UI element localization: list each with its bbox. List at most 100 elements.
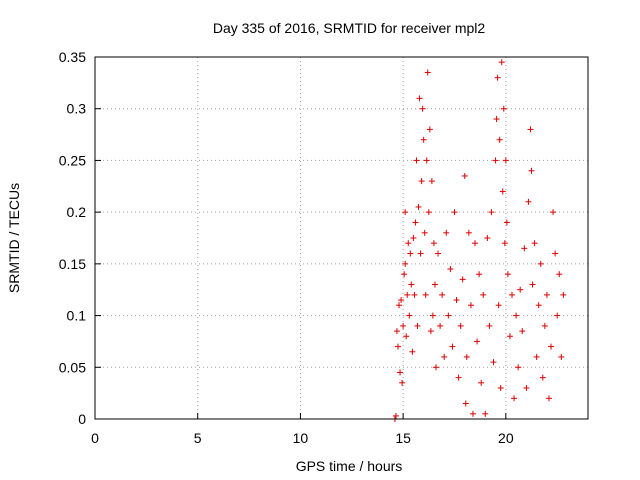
data-point xyxy=(499,188,506,195)
data-point xyxy=(412,219,419,226)
data-point xyxy=(431,281,438,288)
data-point xyxy=(511,395,518,402)
data-point xyxy=(513,312,520,319)
data-point xyxy=(408,281,415,288)
data-point xyxy=(529,281,536,288)
data-point xyxy=(394,343,401,350)
data-point xyxy=(495,302,502,309)
data-point xyxy=(474,338,481,345)
data-point xyxy=(405,240,412,247)
data-point xyxy=(508,291,515,298)
data-point xyxy=(414,322,421,329)
y-tick-label: 0 xyxy=(78,411,86,427)
data-point xyxy=(548,343,555,350)
data-point xyxy=(406,312,413,319)
data-point xyxy=(413,157,420,164)
data-point xyxy=(429,312,436,319)
data-point xyxy=(402,209,409,216)
data-point xyxy=(486,322,493,329)
data-point xyxy=(420,136,427,143)
data-point xyxy=(451,209,458,216)
data-point xyxy=(500,105,507,112)
data-point xyxy=(402,260,409,267)
data-point xyxy=(421,229,428,236)
y-tick-label: 0.1 xyxy=(67,308,87,324)
x-tick-label: 20 xyxy=(498,430,514,446)
data-point xyxy=(457,322,464,329)
data-point xyxy=(393,328,400,335)
data-point xyxy=(523,384,530,391)
x-tick-label: 5 xyxy=(194,430,202,446)
data-point xyxy=(482,410,489,417)
data-point xyxy=(449,343,456,350)
data-point xyxy=(504,271,511,278)
data-point xyxy=(490,359,497,366)
data-point xyxy=(417,250,424,257)
data-point xyxy=(503,219,510,226)
data-points xyxy=(391,59,567,422)
data-point xyxy=(396,302,403,309)
data-point xyxy=(407,250,414,257)
data-point xyxy=(445,312,452,319)
data-point xyxy=(399,379,406,386)
data-point xyxy=(558,353,565,360)
data-point xyxy=(441,353,448,360)
y-tick-label: 0.05 xyxy=(59,359,86,375)
plot-frame xyxy=(94,56,589,420)
data-point xyxy=(403,333,410,340)
data-point xyxy=(401,271,408,278)
y-tick-label: 0.15 xyxy=(59,256,86,272)
x-tick-label: 15 xyxy=(395,430,411,446)
data-point xyxy=(455,374,462,381)
data-point xyxy=(496,136,503,143)
data-point xyxy=(476,271,483,278)
data-point xyxy=(409,348,416,355)
data-point xyxy=(415,203,422,210)
data-point xyxy=(435,250,442,257)
data-point xyxy=(533,353,540,360)
data-point xyxy=(437,322,444,329)
grid-lines xyxy=(95,57,588,419)
data-point xyxy=(506,333,513,340)
data-point xyxy=(416,95,423,102)
data-point xyxy=(461,172,468,179)
data-point xyxy=(556,271,563,278)
data-point xyxy=(425,209,432,216)
data-point xyxy=(447,266,454,273)
x-tick-label: 10 xyxy=(293,430,309,446)
data-point xyxy=(498,59,505,66)
data-point xyxy=(502,157,509,164)
y-axis-title: SRMTID / TECUs xyxy=(6,183,22,293)
data-point xyxy=(411,291,418,298)
data-point xyxy=(519,328,526,335)
data-point xyxy=(423,157,430,164)
axis-ticks: 0 5 10 15 20 0 0.05 0.1 0.15 0.2 0.25 0.3 0.35 xyxy=(59,49,514,446)
data-point xyxy=(480,291,487,298)
data-point xyxy=(398,297,405,304)
data-point xyxy=(515,364,522,371)
data-point xyxy=(492,157,499,164)
data-point xyxy=(535,302,542,309)
data-point xyxy=(463,353,470,360)
data-point xyxy=(400,322,407,329)
data-point xyxy=(419,105,426,112)
data-point xyxy=(521,245,528,252)
data-point xyxy=(552,250,559,257)
y-tick-label: 0.35 xyxy=(59,49,86,65)
data-point xyxy=(531,240,538,247)
data-point xyxy=(494,74,501,81)
data-point xyxy=(543,291,550,298)
data-point xyxy=(467,302,474,309)
data-point xyxy=(462,400,469,407)
data-point xyxy=(422,291,429,298)
data-point xyxy=(517,286,524,293)
data-point xyxy=(528,167,535,174)
data-point xyxy=(453,297,460,304)
data-point xyxy=(443,229,450,236)
data-point xyxy=(478,379,485,386)
data-point xyxy=(501,240,508,247)
data-point xyxy=(560,291,567,298)
data-point xyxy=(432,364,439,371)
data-point xyxy=(410,235,417,241)
